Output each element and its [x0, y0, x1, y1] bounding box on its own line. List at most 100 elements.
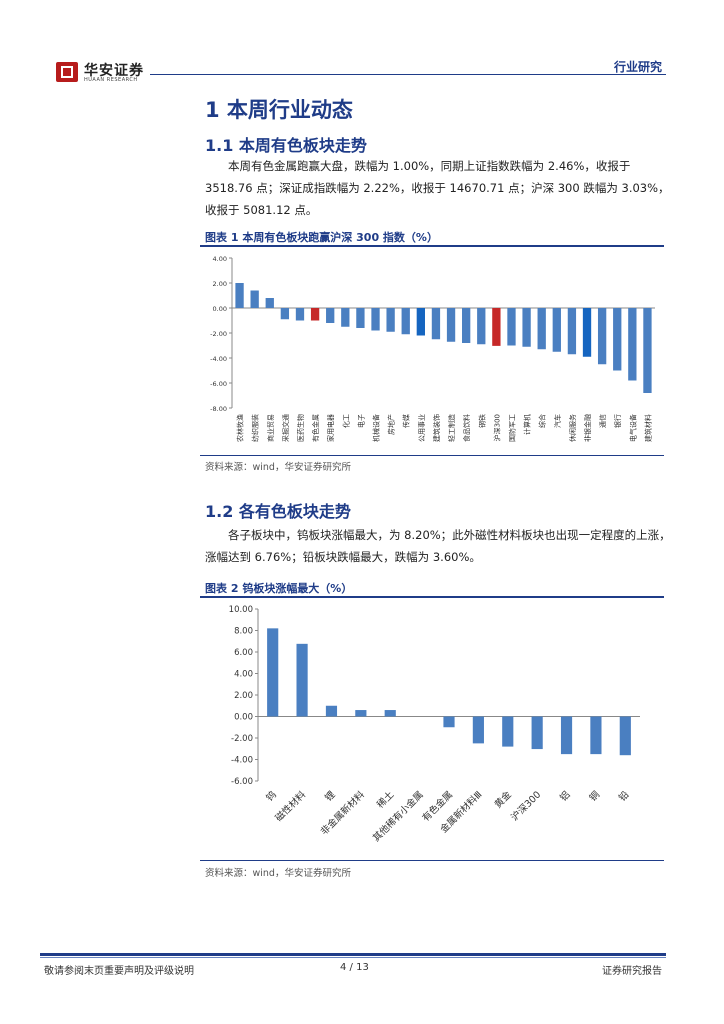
bar [443, 716, 455, 728]
figure-2-title: 图表 2 钨板块涨幅最大（%） [205, 582, 353, 595]
category-label: 汽车 [553, 414, 562, 428]
category-label: 家用电器 [326, 414, 335, 442]
figure-1-source: 资料来源：wind，华安证券研究所 [205, 462, 351, 473]
y-tick-label: -6.00 [210, 380, 227, 388]
category-label: 综合 [538, 414, 547, 428]
bar [384, 710, 396, 717]
bar [619, 716, 631, 756]
bar [401, 308, 410, 335]
y-tick-label: -6.00 [231, 777, 253, 787]
category-label: 铅 [616, 788, 632, 804]
bar [265, 298, 274, 308]
paragraph-1-1: 本周有色金属跑赢大盘，跌幅为 1.00%，同期上证指数跌幅为 2.46%，收报于… [205, 155, 673, 221]
category-label: 房地产 [387, 414, 396, 435]
section-label: 行业研究 [613, 60, 662, 74]
y-tick-label: 4.00 [234, 670, 253, 680]
paragraph-text: 本周有色金属跑赢大盘，跌幅为 1.00%，同期上证指数跌幅为 2.46%，收报于… [205, 159, 670, 217]
bar [250, 290, 259, 308]
y-tick-label: 2.00 [234, 691, 253, 701]
category-label: 农林牧渔 [236, 414, 245, 442]
category-label: 非银金融 [583, 414, 592, 442]
brand-name-en: HUAAN RESEARCH [84, 77, 138, 83]
bar [502, 716, 514, 747]
bar [472, 716, 484, 744]
bar [643, 308, 652, 393]
category-label: 钨 [264, 789, 279, 804]
category-label: 休闲服务 [568, 414, 577, 442]
figure-1-top-rule [200, 245, 664, 247]
footer-divider-thin [40, 957, 666, 958]
bar [628, 308, 637, 381]
bar [280, 308, 290, 320]
category-label: 电子 [356, 414, 365, 428]
bar [582, 308, 592, 357]
category-label: 有色金属 [311, 414, 320, 442]
bar [416, 308, 425, 336]
category-label: 机械设备 [372, 414, 381, 442]
y-tick-label: 0.00 [213, 305, 227, 313]
bar [462, 308, 471, 343]
y-tick-label: -4.00 [210, 355, 227, 363]
subsection-title-1-1: 1.1 本周有色板块走势 [205, 136, 367, 155]
bar [371, 308, 380, 331]
subsection-title-1-2: 1.2 各有色板块走势 [205, 502, 351, 521]
bar [341, 308, 350, 327]
figure-2-source: 资料来源：wind，华安证券研究所 [205, 868, 351, 879]
category-label: 食品饮料 [462, 414, 471, 442]
category-label: 沪深300 [509, 789, 544, 824]
y-tick-label: -2.00 [231, 734, 253, 744]
figure-1-title: 图表 1 本周有色板块跑赢沪深 300 指数（%） [205, 231, 438, 244]
category-label: 银行 [613, 414, 622, 428]
bar [552, 308, 561, 352]
figure-1-bottom-rule [200, 455, 664, 456]
category-label: 铝 [557, 789, 572, 804]
category-label: 锂 [322, 788, 338, 804]
bar [446, 308, 456, 342]
category-label: 化工 [341, 414, 350, 428]
y-tick-label: -2.00 [210, 330, 227, 338]
bar [613, 308, 622, 371]
category-label: 建筑材料 [643, 414, 652, 442]
bar [590, 716, 602, 755]
bar [597, 308, 607, 365]
section-title: 1 本周行业动态 [205, 98, 353, 122]
category-label: 铜 [587, 789, 602, 804]
category-label: 建筑装饰 [432, 414, 441, 442]
footer-report-type: 证券研究报告 [602, 966, 662, 977]
bar [531, 716, 543, 750]
page-number: 4 / 13 [340, 962, 369, 973]
category-label: 采掘交通 [281, 414, 290, 442]
bar [431, 308, 441, 340]
category-label: 医药生物 [296, 414, 305, 442]
bar [267, 628, 279, 717]
bar [310, 308, 320, 321]
category-label: 通信 [598, 414, 607, 428]
brand-logo-icon [56, 62, 78, 82]
bar [560, 716, 573, 755]
bar [296, 643, 308, 717]
category-label: 黄金 [492, 788, 514, 810]
figure-2-top-rule [200, 596, 664, 598]
bar [386, 308, 395, 332]
bar [235, 283, 244, 308]
figure-2-bottom-rule [200, 860, 664, 861]
bar [507, 308, 516, 346]
paragraph-1-2: 各子板块中，钨板块涨幅最大，为 8.20%；此外磁性材料板块也出现一定程度的上涨… [205, 524, 673, 568]
bar [537, 308, 546, 350]
bar [295, 308, 305, 321]
bar [326, 308, 335, 323]
bar [492, 308, 501, 346]
bar [522, 308, 531, 347]
y-tick-label: 2.00 [213, 280, 227, 288]
y-tick-label: 0.00 [234, 713, 253, 723]
bar [355, 710, 367, 717]
figure-1-chart: 4.00 2.00 0.00 -2.00 -4.00 -6.00 -8.00 农林牧渔 纺织服装… [210, 255, 655, 442]
footer-divider [40, 953, 666, 956]
y-tick-label: 6.00 [234, 648, 253, 658]
brand-name: 华安证券 [84, 63, 144, 79]
y-tick-label: 8.00 [234, 627, 253, 637]
bar [325, 705, 338, 717]
category-label: 公用事业 [417, 414, 426, 442]
figure-2-chart: 10.00 8.00 6.00 4.00 2.00 0.00 -2.00 -4.00 -6.00… [229, 605, 640, 845]
category-label: 其他稀有小金属 [370, 789, 426, 845]
